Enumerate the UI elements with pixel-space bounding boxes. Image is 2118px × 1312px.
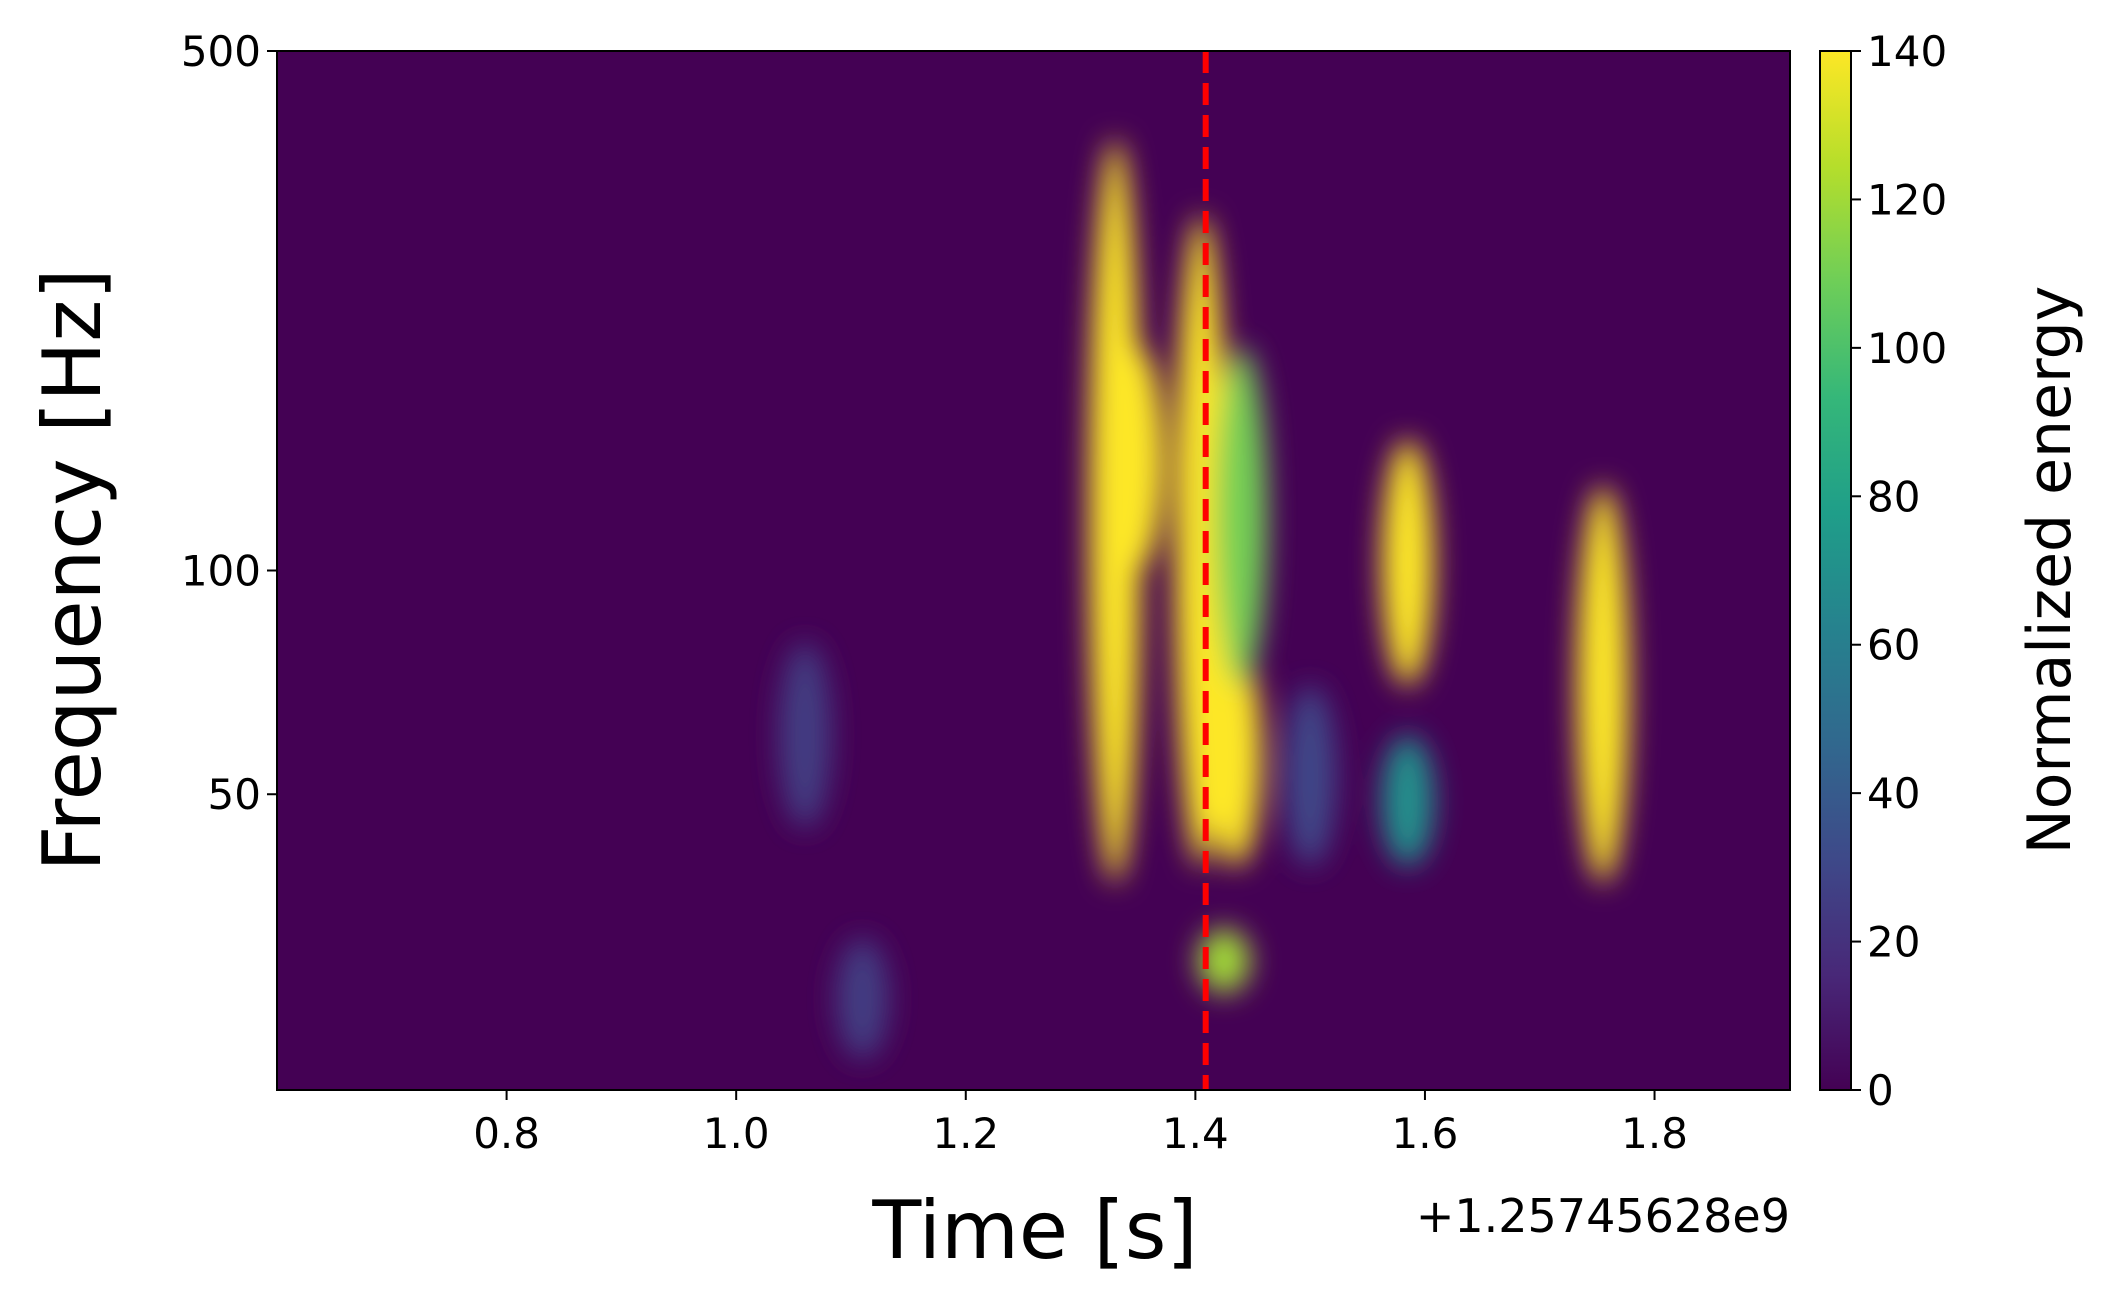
x-offset-label: +1.25745628e9 — [1416, 1189, 1790, 1243]
y-tick-label: 50 — [208, 770, 261, 819]
y-tick-label: 500 — [181, 27, 261, 76]
hotspot — [779, 642, 832, 829]
colorbar-tick-label: 0 — [1867, 1066, 1894, 1115]
plot-background — [277, 51, 1790, 1090]
colorbar — [1819, 50, 1852, 1091]
y-axis-label: Frequency [Hz] — [26, 268, 119, 871]
y-tick-label: 100 — [181, 547, 261, 596]
hotspot — [1198, 928, 1251, 994]
colorbar-tick-label: 60 — [1867, 621, 1920, 670]
x-axis-label: Time [s] — [871, 1184, 1197, 1277]
colorbar-tick-label: 100 — [1867, 324, 1947, 373]
hotspot — [1111, 346, 1164, 571]
hotspot — [1381, 439, 1434, 686]
heatmap — [779, 139, 1629, 1060]
colorbar-tick-label: 140 — [1867, 27, 1947, 76]
hotspot — [1215, 346, 1268, 686]
x-tick-label: 0.8 — [473, 1109, 540, 1158]
x-tick-label: 1.8 — [1621, 1109, 1688, 1158]
colorbar-tick-label: 120 — [1867, 175, 1947, 224]
hotspot — [1209, 642, 1262, 867]
x-tick-label: 1.6 — [1392, 1109, 1459, 1158]
colorbar-label: Normalized energy — [2015, 286, 2085, 854]
hotspot — [1576, 485, 1629, 883]
hotspot — [836, 938, 889, 1060]
colorbar-tick-label: 80 — [1867, 472, 1920, 521]
hotspot — [1284, 685, 1337, 867]
x-tick-label: 1.0 — [703, 1109, 770, 1158]
x-tick-label: 1.2 — [932, 1109, 999, 1158]
hotspot — [1381, 735, 1434, 867]
colorbar-tick-label: 20 — [1867, 918, 1920, 967]
colorbar-tick-label: 40 — [1867, 769, 1920, 818]
x-tick-label: 1.4 — [1162, 1109, 1229, 1158]
hotspot — [1089, 139, 1142, 883]
